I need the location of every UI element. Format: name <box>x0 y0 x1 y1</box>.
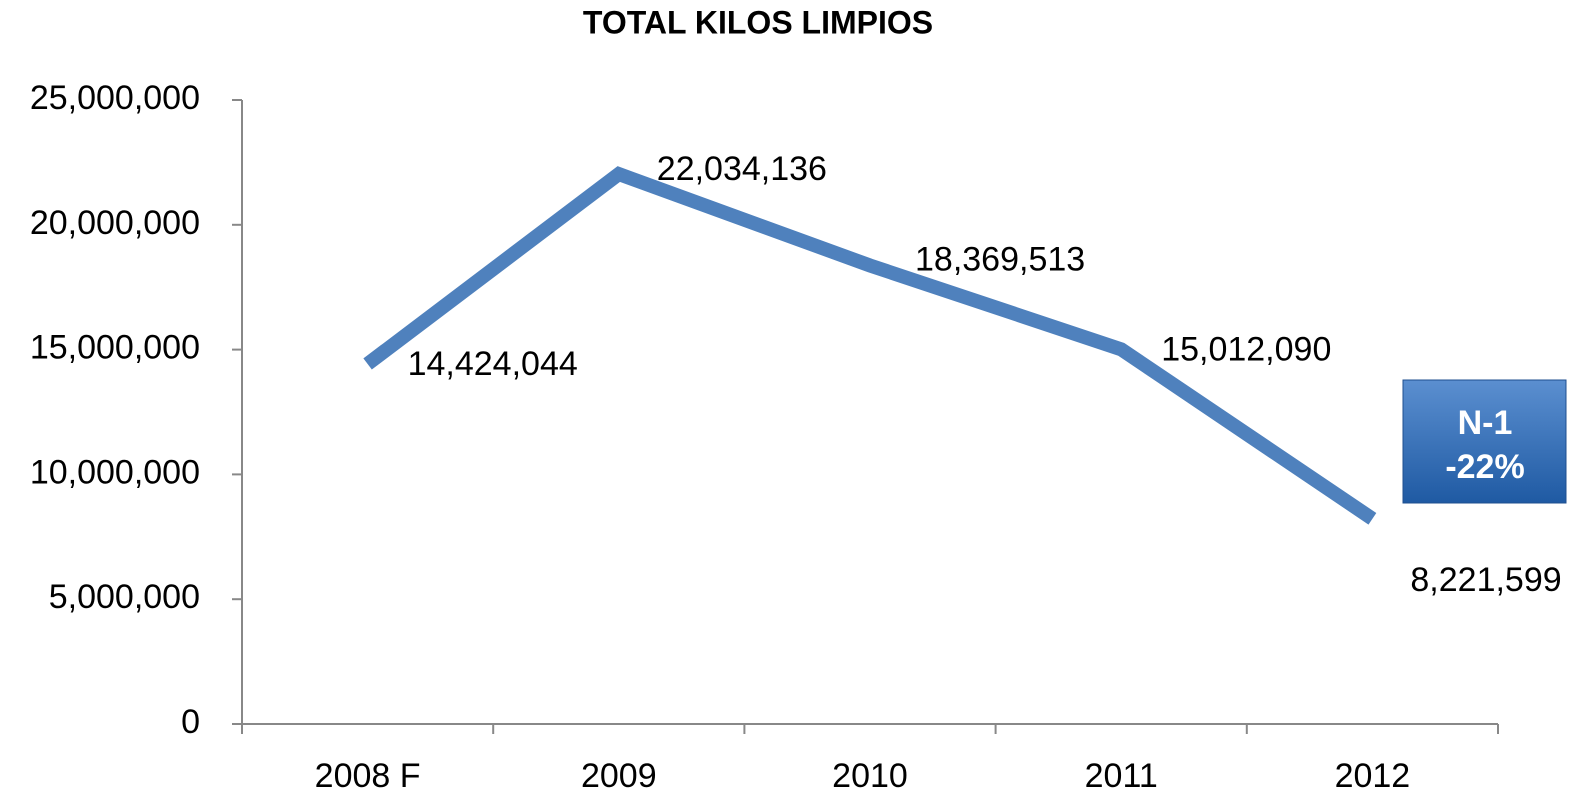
y-tick-label: 15,000,000 <box>30 329 200 367</box>
line <box>363 166 1377 525</box>
x-tick-label: 2010 <box>832 757 908 795</box>
y-tick-label: 5,000,000 <box>49 578 200 616</box>
x-tick-label: 2011 <box>1085 757 1158 795</box>
y-tick-label: 20,000,000 <box>30 204 200 242</box>
x-tick-label: 2012 <box>1335 757 1411 795</box>
annotation-box <box>1402 379 1567 504</box>
annotation-text: N-1 <box>1458 404 1513 442</box>
x-tick-label: 2008 F <box>315 757 421 795</box>
x-tick-label: 2009 <box>581 757 657 795</box>
annotation-text: -22% <box>1445 448 1524 486</box>
y-tick-label: 25,000,000 <box>30 79 200 117</box>
y-tick-label: 10,000,000 <box>30 453 200 491</box>
data-label: 22,034,136 <box>657 150 827 188</box>
data-label: 15,012,090 <box>1161 330 1331 368</box>
data-label: 14,424,044 <box>408 345 578 383</box>
chart-title: TOTAL KILOS LIMPIOS <box>583 4 933 40</box>
y-tick-label: 0 <box>181 703 200 741</box>
data-label: 18,369,513 <box>915 240 1085 278</box>
data-label: 8,221,599 <box>1410 561 1561 599</box>
